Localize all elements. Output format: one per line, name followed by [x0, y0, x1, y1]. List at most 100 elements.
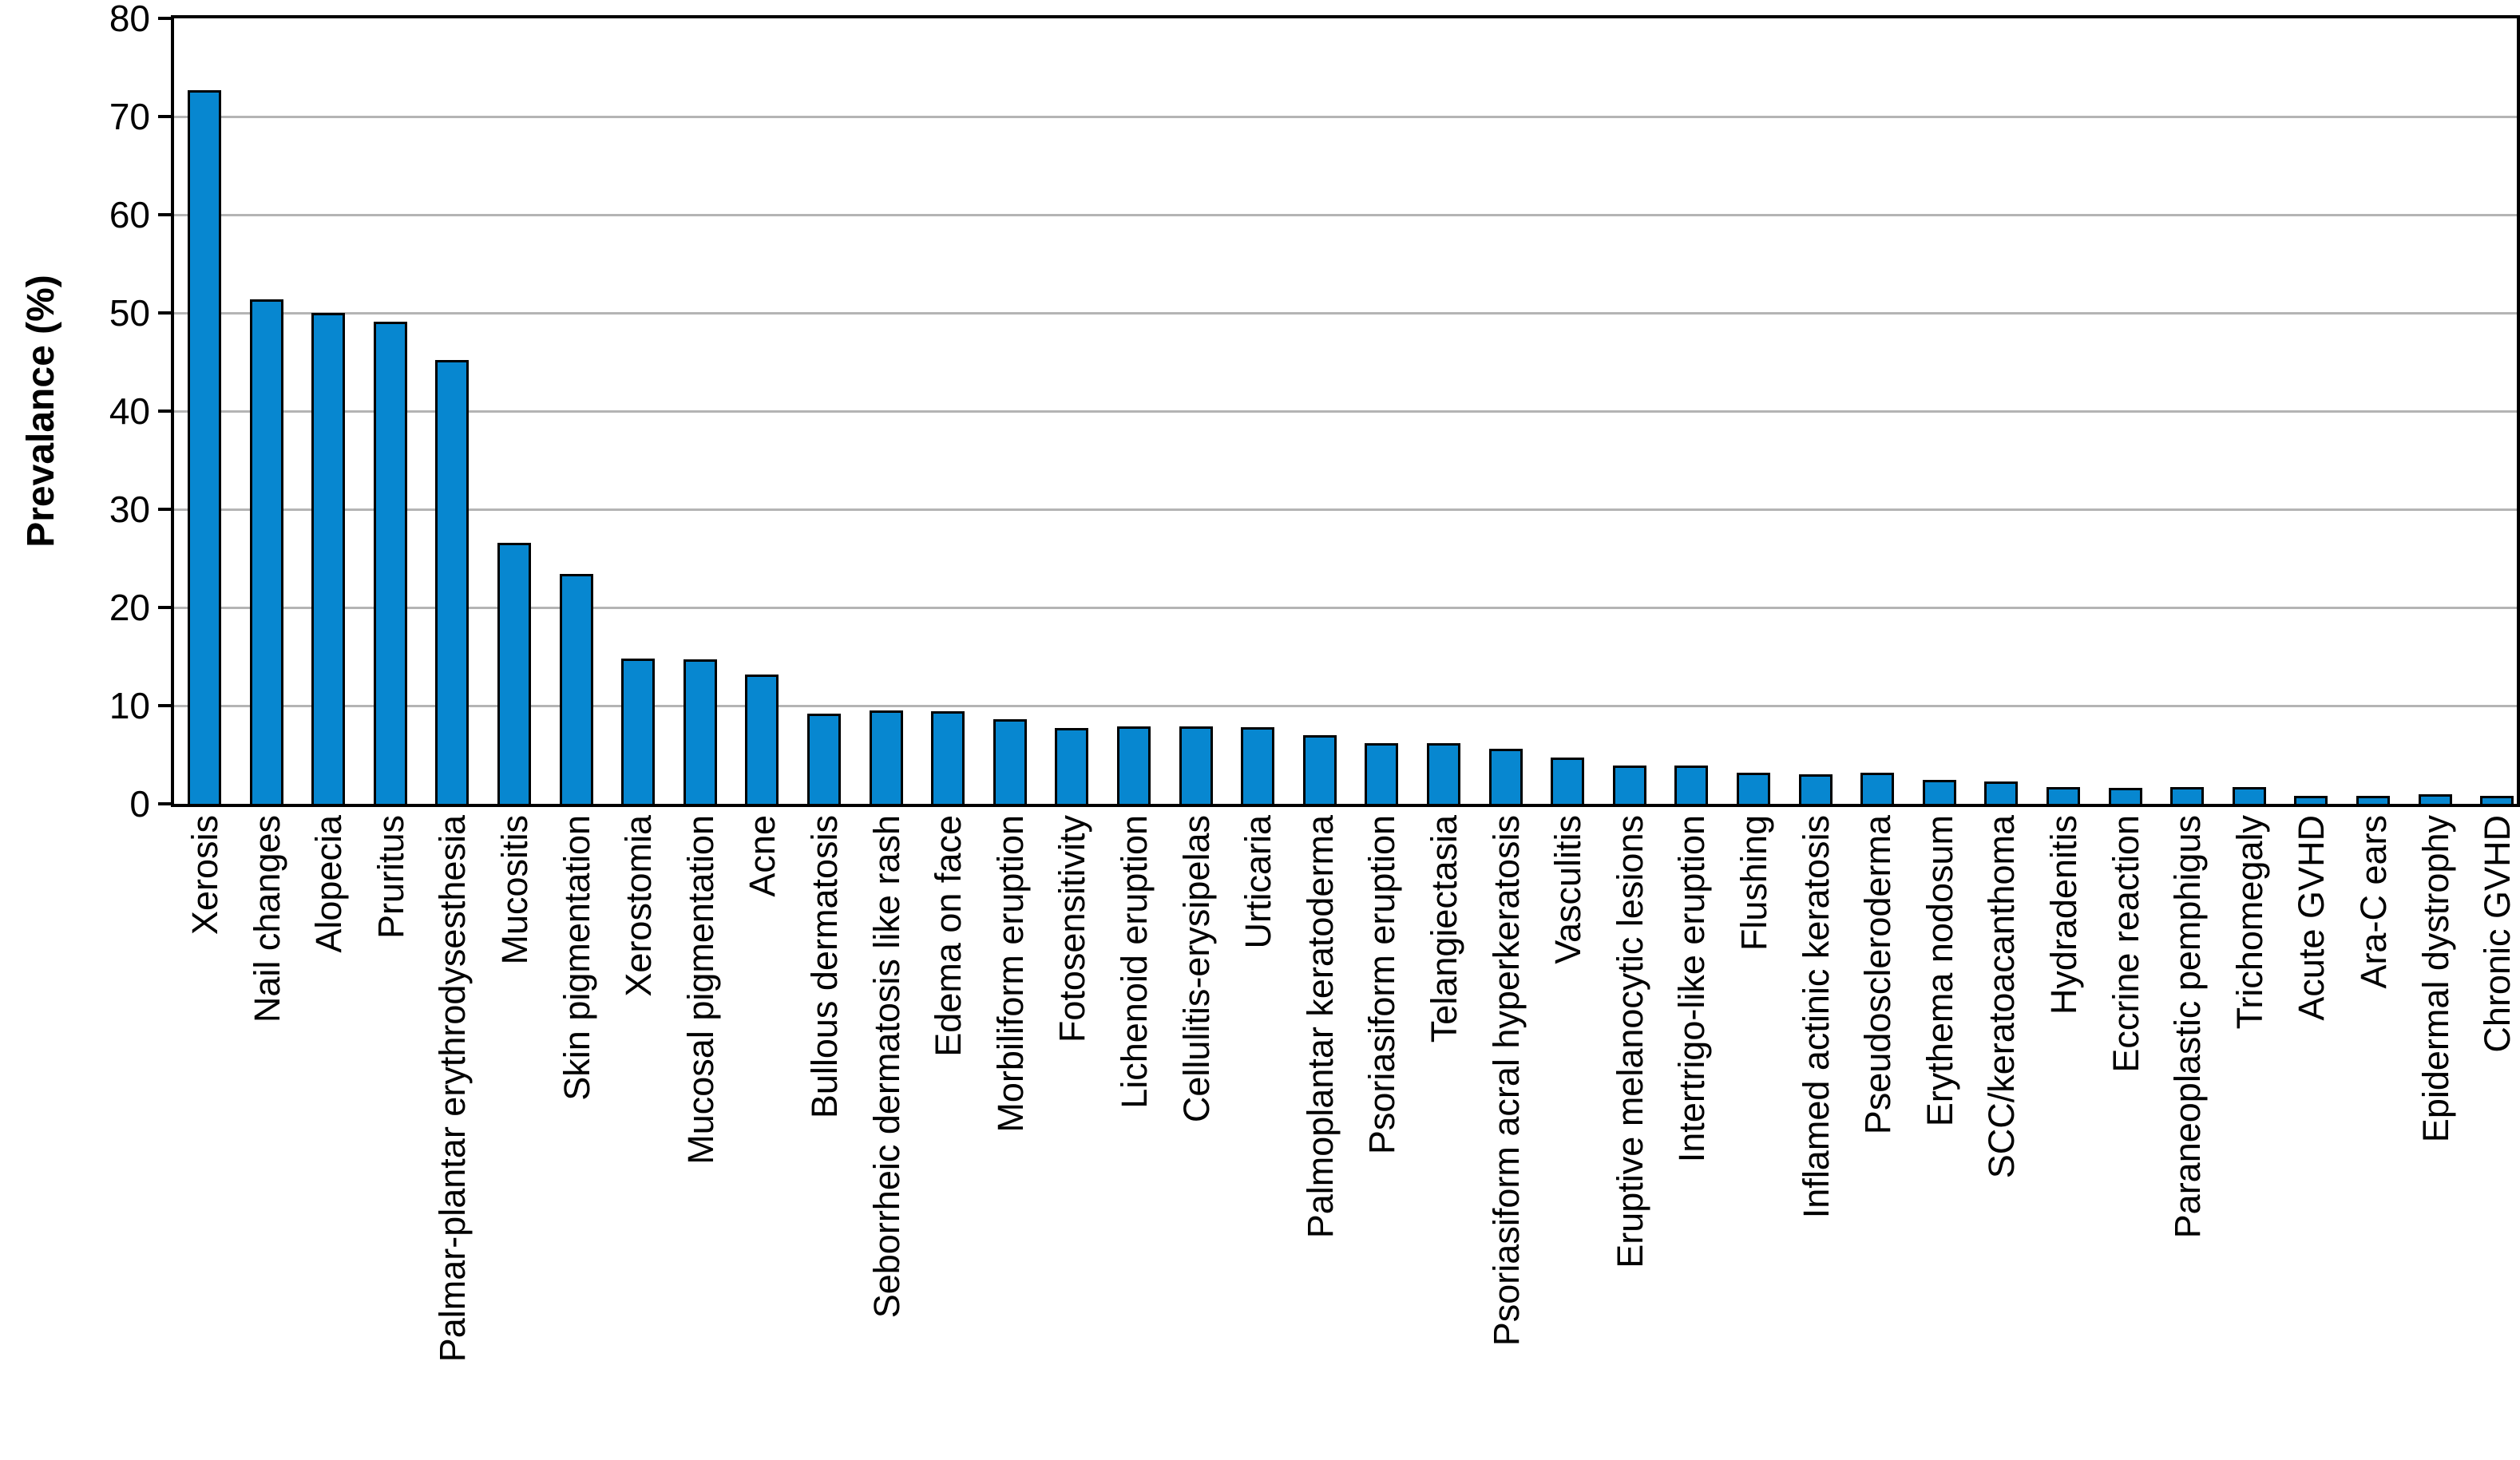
bar	[311, 313, 345, 804]
x-tick-label: Mucosal pigmentation	[680, 815, 721, 1165]
x-tick-label: Flushing	[1733, 815, 1774, 952]
x-tick-label: Intertrigo-like eruption	[1671, 815, 1712, 1163]
x-tick-label: Acute GVHD	[2291, 815, 2332, 1021]
x-tick-label: Edema on face	[928, 815, 969, 1057]
x-tick-label: Urticaria	[1238, 815, 1278, 949]
y-tick-mark	[158, 115, 171, 118]
bar	[1117, 726, 1151, 804]
x-tick-label: Pruritus	[370, 815, 411, 940]
bar	[1179, 726, 1213, 804]
y-tick-label: 30	[109, 489, 150, 530]
x-tick-label: Xerosis	[184, 815, 225, 936]
x-tick-label: Psoriasiform eruption	[1361, 815, 1402, 1155]
x-tick-label: Cellulitis-erysipelas	[1176, 815, 1217, 1123]
bar	[1055, 728, 1088, 804]
y-tick-label: 60	[109, 194, 150, 235]
x-tick-label: Erythema nodosum	[1920, 815, 1960, 1127]
y-tick-label: 80	[109, 0, 150, 39]
x-tick-label: Ara-C ears	[2353, 815, 2394, 989]
x-tick-label: Pseudoscleroderma	[1857, 815, 1898, 1135]
bar	[2356, 796, 2390, 804]
x-tick-label: Vasculitis	[1547, 815, 1588, 964]
y-tick-label: 20	[109, 587, 150, 628]
x-tick-label: Skin pigmentation	[557, 815, 597, 1101]
bar	[560, 574, 593, 804]
bar	[2480, 796, 2514, 804]
y-tick-mark	[158, 410, 171, 413]
x-tick-label: Palmar-plantar erythrodysesthesia	[432, 815, 473, 1363]
x-tick-label: Telangiectasia	[1424, 815, 1464, 1043]
bar	[1674, 766, 1708, 804]
bar	[1365, 743, 1398, 804]
bar	[993, 719, 1027, 804]
x-tick-label: Eruptive melanocytic lesions	[1610, 815, 1650, 1268]
y-tick-mark	[158, 704, 171, 707]
bar	[621, 659, 655, 804]
bar	[1799, 774, 1833, 804]
bar	[1551, 758, 1584, 804]
y-tick-label: 50	[109, 292, 150, 334]
x-tick-label: Xerostomia	[618, 815, 659, 997]
x-tick-label: Bullous dermatosis	[804, 815, 845, 1119]
bar	[870, 710, 903, 804]
x-tick-label: Trichomegaly	[2229, 815, 2270, 1030]
x-tick-label: Paraneoplastic pemphigus	[2167, 815, 2208, 1239]
bar	[1241, 727, 1274, 804]
gridline	[174, 115, 2517, 118]
plot-area	[171, 15, 2520, 807]
x-tick-label: Lichenoid eruption	[1114, 815, 1155, 1109]
y-tick-label: 0	[129, 783, 150, 825]
y-tick-mark	[158, 802, 171, 805]
gridline	[174, 606, 2517, 609]
y-tick-mark	[158, 311, 171, 315]
bar	[1737, 773, 1770, 804]
x-tick-label: Psoriasiform acral hyperkeratosis	[1486, 815, 1527, 1347]
x-tick-label: Palmoplantar keratoderma	[1300, 815, 1341, 1239]
x-tick-label: Morbiliform eruption	[990, 815, 1031, 1133]
y-tick-label: 10	[109, 685, 150, 726]
x-tick-label: Chronic GVHD	[2477, 815, 2518, 1053]
x-tick-label: Hydradenitis	[2043, 815, 2084, 1015]
bar	[931, 711, 965, 804]
x-tick-label: SCC/keratoacanthoma	[1981, 815, 2022, 1179]
gridline	[174, 704, 2517, 707]
x-tick-label: Mucositis	[494, 815, 535, 965]
x-tick-label: Epidermal dystrophy	[2415, 815, 2456, 1143]
y-tick-mark	[158, 508, 171, 511]
gridline	[174, 311, 2517, 315]
x-tick-label: Alopecia	[308, 815, 349, 953]
bar	[497, 543, 531, 804]
bar	[188, 90, 221, 804]
bar	[2170, 787, 2204, 804]
bar	[807, 714, 841, 804]
bar	[745, 675, 779, 804]
x-tick-label: Eccrine reaction	[2106, 815, 2146, 1073]
bar	[1984, 781, 2018, 804]
gridline	[174, 410, 2517, 413]
bar	[2109, 788, 2142, 804]
y-tick-mark	[158, 17, 171, 20]
bar	[1303, 735, 1337, 804]
gridline	[174, 508, 2517, 511]
y-tick-label: 70	[109, 96, 150, 137]
x-tick-label: Inflamed actinic keratosis	[1796, 815, 1837, 1219]
bar	[1860, 773, 1894, 804]
bar	[374, 322, 407, 804]
bar	[435, 360, 469, 804]
bar	[2294, 796, 2328, 804]
bar	[250, 299, 283, 804]
y-tick-label: 40	[109, 390, 150, 432]
x-tick-label: Acne	[742, 815, 783, 897]
y-tick-mark	[158, 213, 171, 216]
bar	[1613, 766, 1646, 804]
y-tick-mark	[158, 606, 171, 609]
bar	[1427, 743, 1460, 804]
bar	[1923, 780, 1956, 804]
bar	[683, 659, 717, 804]
gridline	[174, 213, 2517, 216]
bar	[2233, 787, 2266, 804]
bar	[2419, 794, 2452, 804]
x-tick-label: Seborrheic dermatosis like rash	[866, 815, 907, 1319]
bar	[1489, 749, 1523, 804]
